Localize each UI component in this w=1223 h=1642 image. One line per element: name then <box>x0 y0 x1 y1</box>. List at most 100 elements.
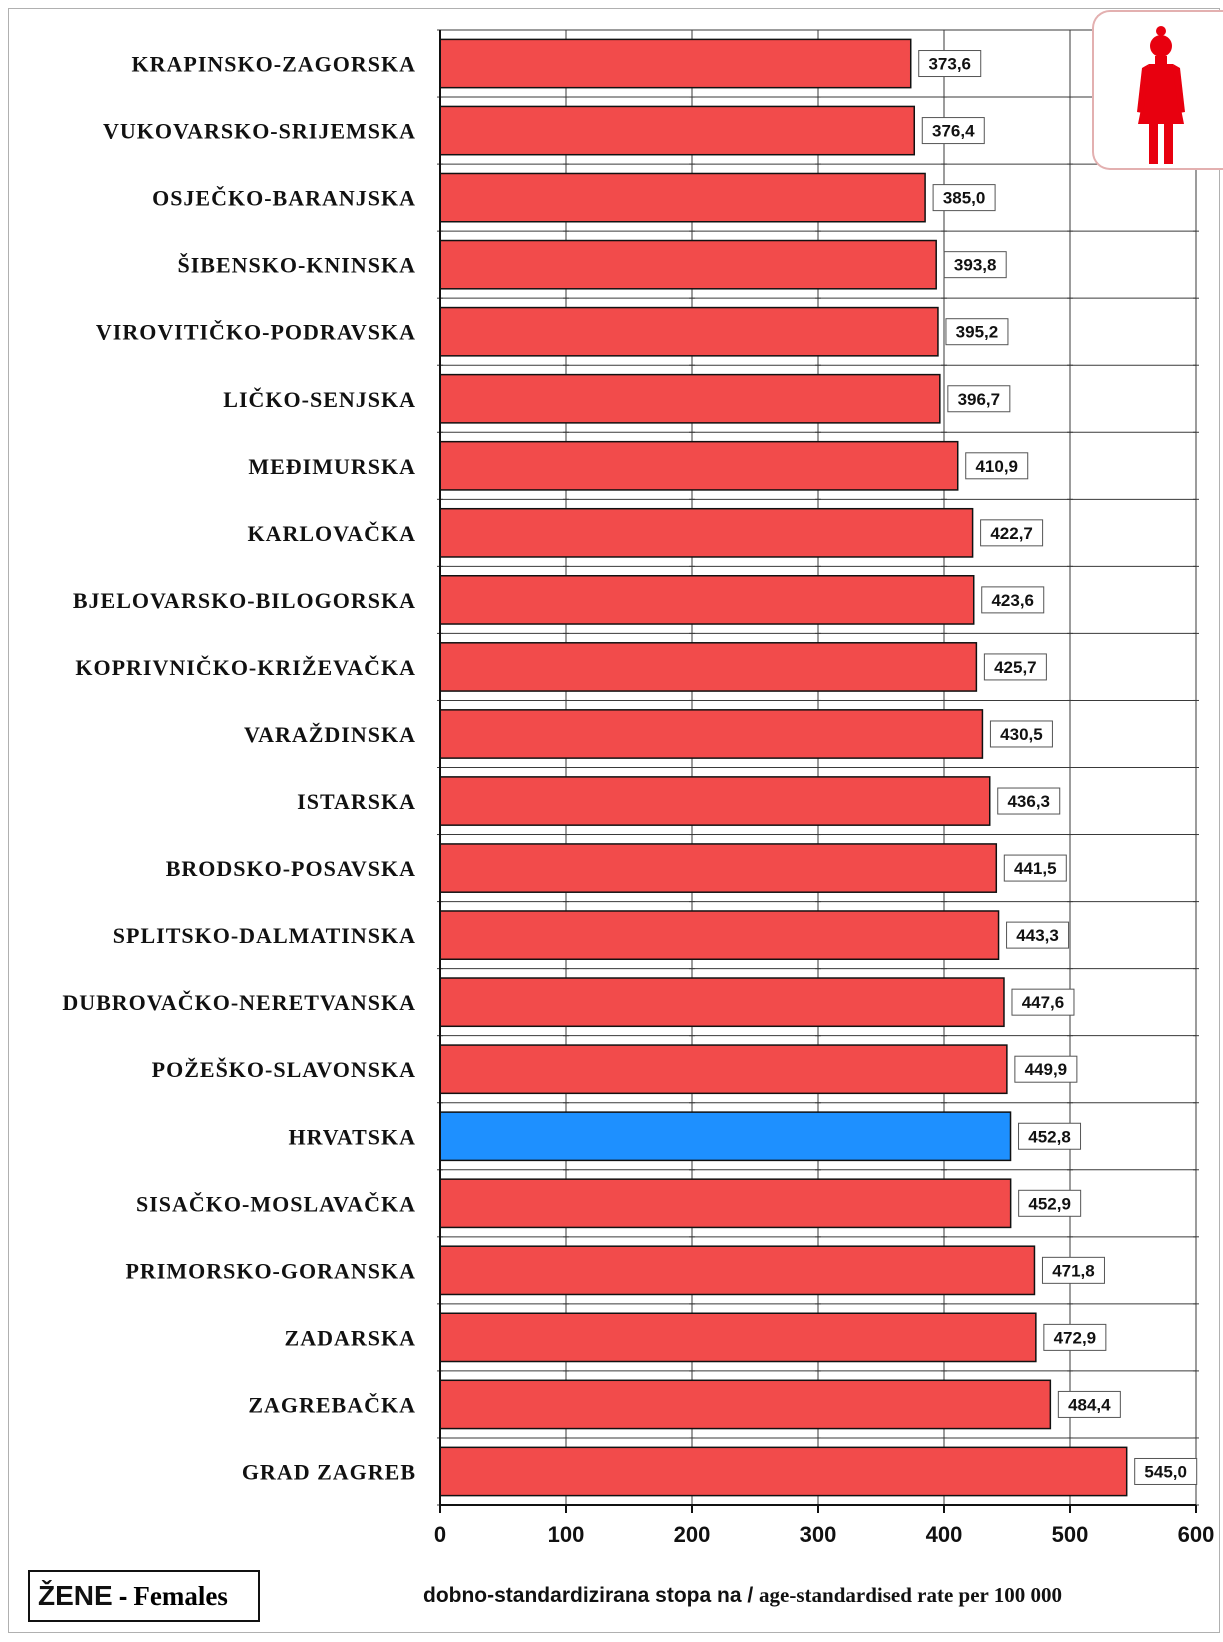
value-label-box <box>918 50 982 78</box>
category-label: ISTARSKA <box>297 789 416 814</box>
value-label-box <box>1006 921 1070 949</box>
value-label: 422,7 <box>990 524 1033 543</box>
category-label: ŠIBENSKO-KNINSKA <box>177 253 416 278</box>
bar <box>439 1312 1037 1363</box>
category-label: GRAD ZAGREB <box>242 1459 416 1484</box>
value-label: 385,0 <box>943 189 986 208</box>
x-tick-label: 400 <box>926 1522 963 1547</box>
bar <box>439 575 975 625</box>
bar <box>439 239 937 290</box>
bar <box>439 977 1005 1028</box>
value-label-box <box>932 184 996 212</box>
legend-zene: ŽENE <box>38 1580 113 1611</box>
bar <box>439 1111 1012 1162</box>
value-label-box <box>965 452 1029 480</box>
value-label-box <box>1134 1457 1198 1485</box>
value-label-box <box>943 251 1007 279</box>
value-label: 395,2 <box>956 323 999 342</box>
value-label-box <box>1057 1390 1121 1418</box>
value-label: 441,5 <box>1014 859 1057 878</box>
bar-layer <box>439 38 1128 1497</box>
value-label-box <box>921 117 985 145</box>
bar <box>439 440 959 491</box>
x-tick-label: 300 <box>800 1522 837 1547</box>
value-label: 373,6 <box>928 55 971 74</box>
value-label: 472,9 <box>1054 1328 1097 1347</box>
bar <box>439 843 998 893</box>
value-label-box <box>947 385 1011 413</box>
bar <box>439 1379 1052 1430</box>
value-label: 447,6 <box>1022 993 1065 1012</box>
x-tick-label: 0 <box>434 1522 446 1547</box>
bar <box>439 1044 1008 1095</box>
category-label: VARAŽDINSKA <box>244 722 416 747</box>
female-icon-card <box>1092 10 1223 170</box>
bar <box>439 373 941 424</box>
value-label-box <box>1003 854 1067 882</box>
category-label: SPLITSKO-DALMATINSKA <box>113 923 416 948</box>
bar <box>439 1446 1128 1497</box>
value-label-box <box>997 787 1061 815</box>
category-label: MEĐIMURSKA <box>248 454 416 479</box>
bar <box>439 642 978 692</box>
x-axis-label-en: age-standardised rate per 100 000 <box>759 1583 1062 1607</box>
x-tick-label: 500 <box>1052 1522 1089 1547</box>
value-label: 423,6 <box>991 591 1034 610</box>
value-label: 393,8 <box>954 256 997 275</box>
bar <box>439 172 926 223</box>
category-label: ZADARSKA <box>285 1325 416 1350</box>
value-label: 376,4 <box>932 122 975 141</box>
value-label-box <box>1018 1122 1082 1150</box>
bar <box>439 105 916 156</box>
value-label-box <box>945 318 1009 346</box>
value-label-box <box>983 653 1047 681</box>
x-tick-label: 200 <box>674 1522 711 1547</box>
category-label: ZAGREBAČKA <box>248 1392 416 1417</box>
category-label: VUKOVARSKO-SRIJEMSKA <box>103 119 416 144</box>
value-label: 430,5 <box>1000 725 1043 744</box>
value-label: 452,9 <box>1028 1194 1071 1213</box>
category-label: KRAPINSKO-ZAGORSKA <box>132 52 416 77</box>
category-label: DUBROVAČKO-NERETVANSKA <box>62 990 416 1015</box>
value-label: 396,7 <box>958 390 1001 409</box>
x-axis-label: dobno-standardizirana stopa na / age-sta… <box>423 1583 1062 1608</box>
value-label-box <box>981 586 1045 614</box>
bar <box>439 38 912 89</box>
axis-layer: KRAPINSKO-ZAGORSKA 373,6 VUKOVARSKO-SRIJEM… <box>62 30 1214 1547</box>
female-person-icon <box>1137 26 1185 164</box>
value-label: 436,3 <box>1007 792 1050 811</box>
category-label: OSJEČKO-BARANJSKA <box>152 186 416 211</box>
value-label: 449,9 <box>1025 1060 1068 1079</box>
category-label: LIČKO-SENJSKA <box>223 387 416 412</box>
x-tick-label: 600 <box>1178 1522 1215 1547</box>
chart-frame <box>8 8 1220 1633</box>
legend-separator: - <box>118 1580 128 1611</box>
value-label: 545,0 <box>1144 1462 1187 1481</box>
value-label-box <box>1011 988 1075 1016</box>
value-label-box <box>980 519 1044 547</box>
value-label: 410,9 <box>975 457 1018 476</box>
category-label: BJELOVARSKO-BILOGORSKA <box>73 588 416 613</box>
value-label: 452,8 <box>1028 1127 1071 1146</box>
value-label-box <box>1043 1323 1107 1351</box>
bar <box>439 507 974 558</box>
bar <box>439 910 1000 961</box>
category-label: KARLOVAČKA <box>247 521 416 546</box>
legend-females: Females <box>133 1580 228 1611</box>
value-label: 425,7 <box>994 658 1037 677</box>
category-label: HRVATSKA <box>289 1124 416 1149</box>
value-label: 471,8 <box>1052 1261 1095 1280</box>
value-label-box <box>989 720 1053 748</box>
value-label-box <box>1041 1256 1105 1284</box>
category-label: BRODSKO-POSAVSKA <box>166 856 416 881</box>
value-label-box <box>1018 1189 1082 1217</box>
category-label: PRIMORSKO-GORANSKA <box>125 1258 416 1283</box>
value-label: 484,4 <box>1068 1395 1111 1414</box>
category-label: POŽEŠKO-SLAVONSKA <box>152 1057 416 1082</box>
bar <box>439 1245 1036 1296</box>
bar <box>439 1178 1012 1229</box>
value-label-box <box>1014 1055 1078 1083</box>
category-label: KOPRIVNIČKO-KRIŽEVAČKA <box>75 655 416 680</box>
bar <box>439 776 991 826</box>
bar <box>439 709 984 759</box>
